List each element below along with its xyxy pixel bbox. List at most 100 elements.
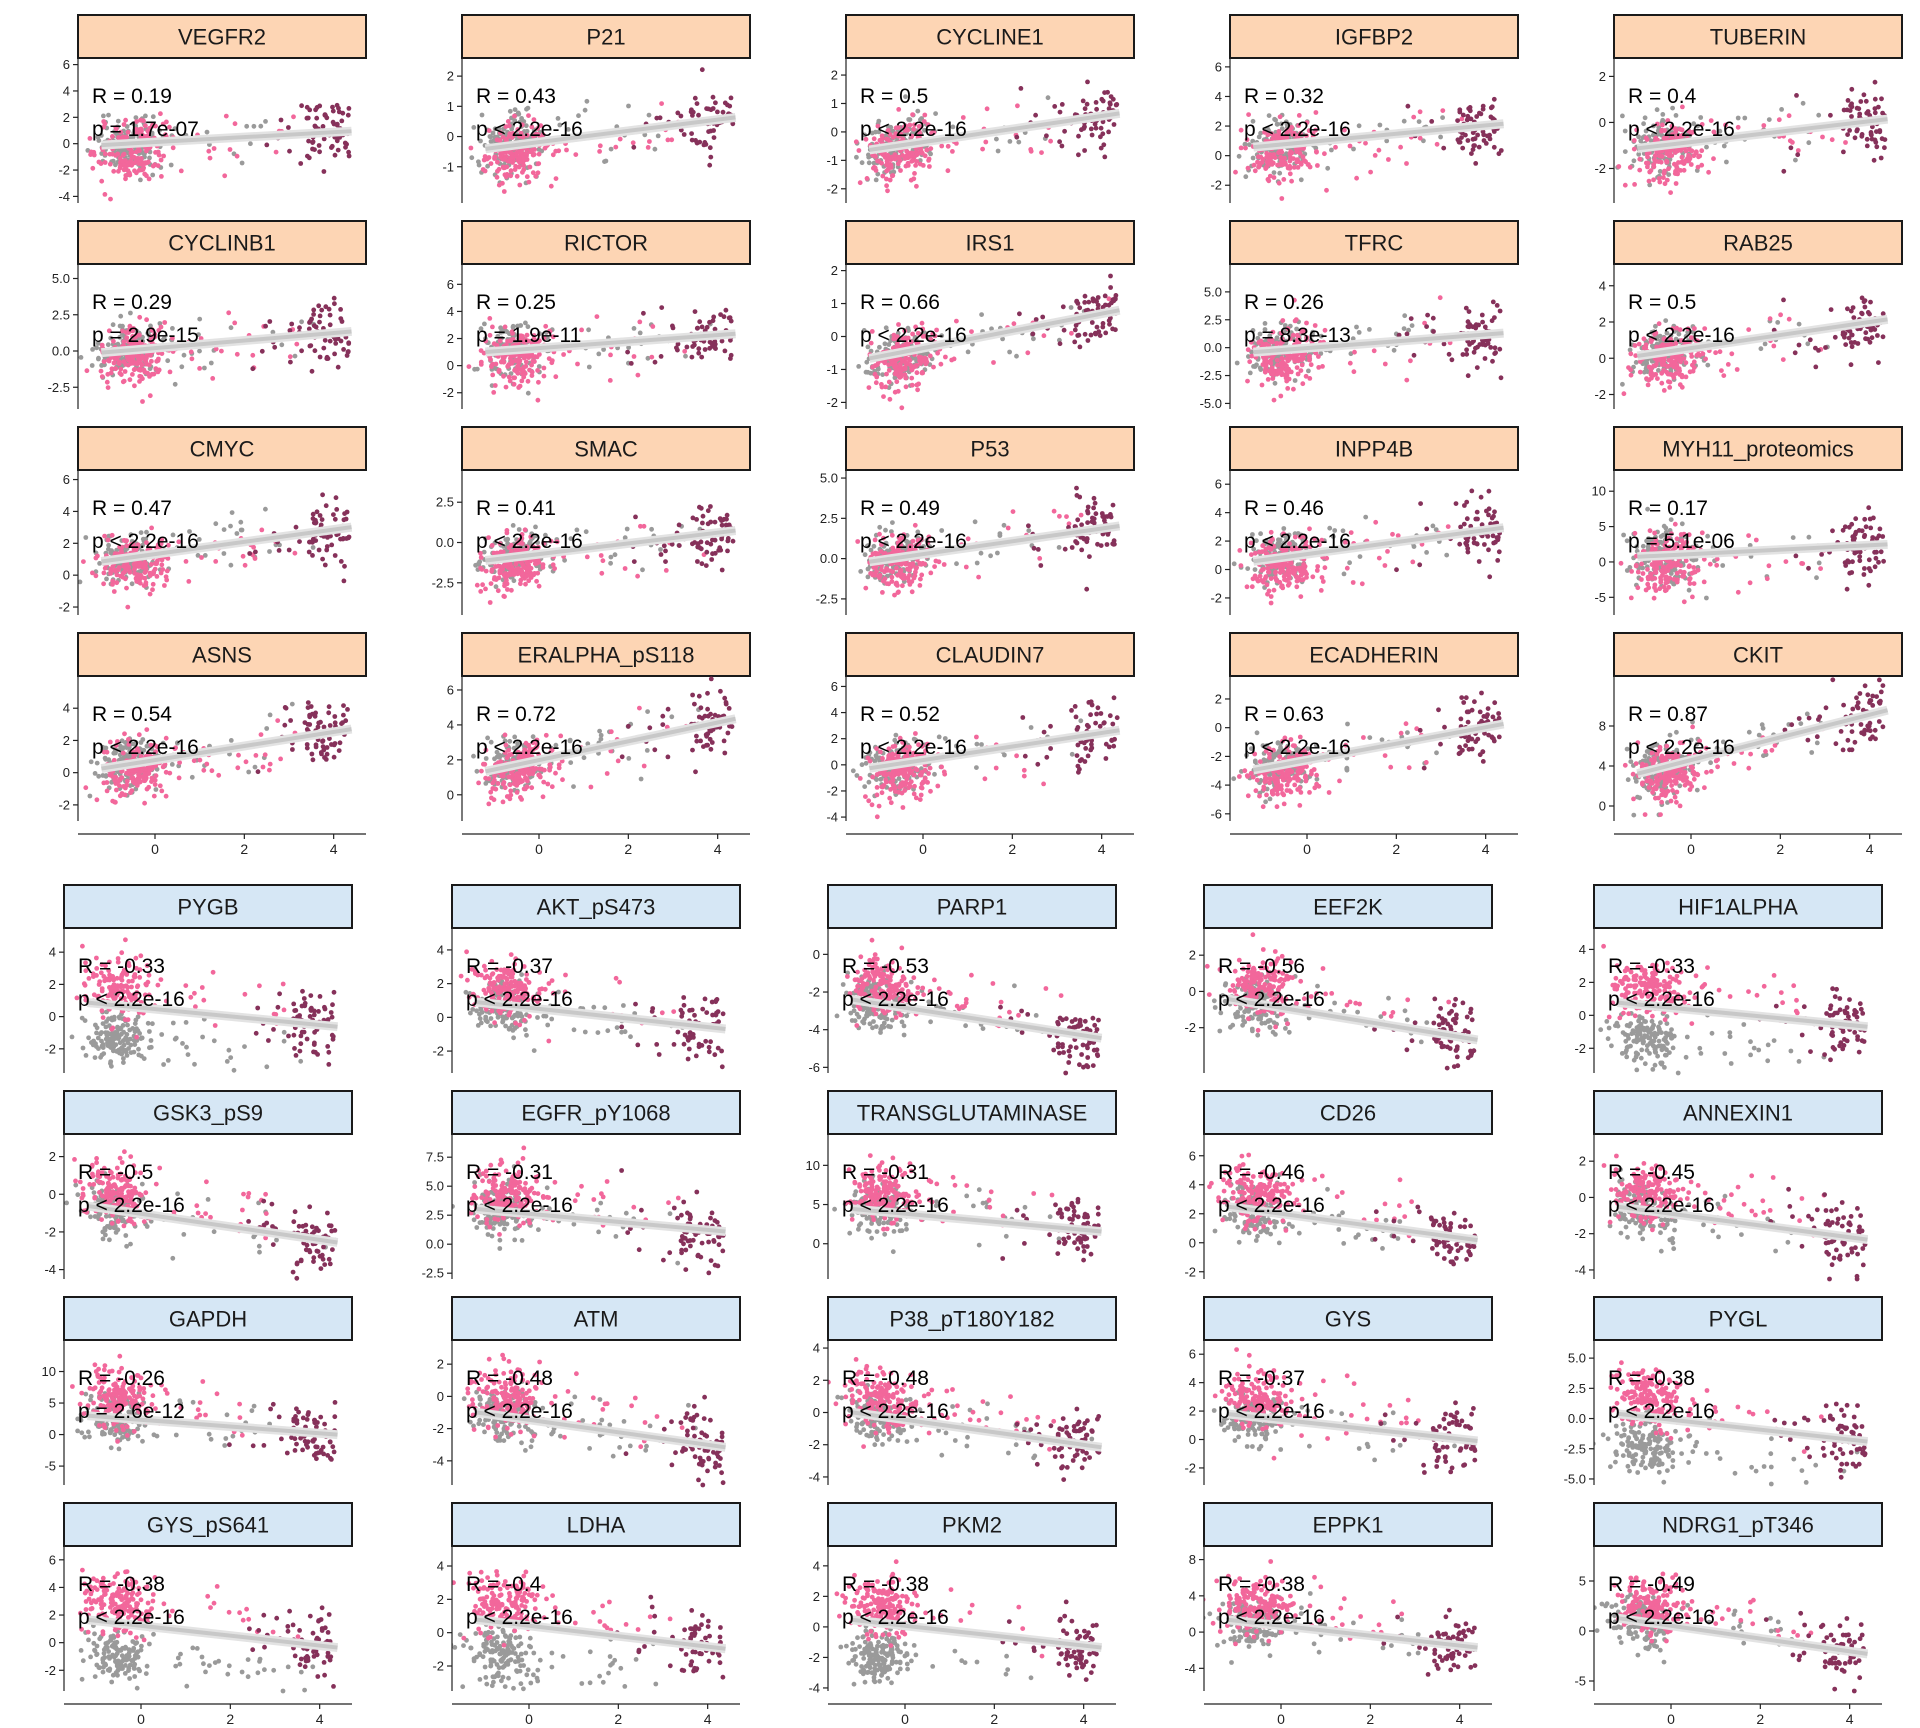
data-point [542,145,548,151]
data-point [903,153,909,159]
p-value-label: p < 2.2e-16 [476,118,583,141]
data-point [1675,171,1680,177]
data-point [505,364,511,369]
data-point [1869,335,1875,341]
data-point [1713,350,1718,356]
r-value-label: R = 0.32 [1244,85,1324,108]
data-point [320,124,326,129]
data-point [1283,119,1289,125]
data-point [1683,333,1689,339]
data-point [529,362,534,368]
data-point [1441,145,1447,151]
data-point [1655,121,1660,127]
data-point [916,381,921,387]
data-point [697,319,703,325]
data-point [1767,316,1773,322]
data-point [1496,151,1502,157]
data-point [486,128,492,134]
data-point [1316,354,1321,359]
data-point [877,137,883,143]
data-point [1473,161,1479,166]
data-point [1637,369,1643,375]
data-point [1267,368,1272,374]
data-point [1872,137,1878,143]
data-point [1656,357,1662,362]
data-point [1492,351,1498,356]
data-point [1408,358,1413,364]
data-point [1489,104,1495,110]
data-point [1854,105,1860,111]
data-point [1033,317,1039,322]
data-point [104,379,110,385]
data-point [1061,327,1067,333]
data-point [1775,320,1781,325]
data-point [154,574,160,579]
data-point [928,336,934,342]
data-point [164,568,170,574]
data-point [1690,368,1696,374]
data-point [1460,112,1466,118]
data-point [1807,337,1813,343]
y-tick-label: -2.5 [1200,368,1222,383]
data-point [496,126,502,132]
data-point [483,338,489,344]
data-point [232,121,238,127]
data-point [493,361,499,367]
data-point [1787,138,1793,144]
data-point [1250,155,1256,161]
data-point [1691,153,1697,159]
data-point [540,132,546,138]
data-point [146,176,152,182]
data-point [909,367,915,372]
data-point [862,132,868,138]
data-point [1465,319,1471,325]
data-point [1828,112,1833,118]
data-point [1849,332,1855,338]
data-point [694,101,700,106]
data-point [157,127,162,133]
data-point [954,141,959,146]
data-point [1422,320,1427,326]
data-point [866,160,872,166]
data-point [1082,293,1088,299]
data-point [125,604,131,610]
data-point [876,158,882,164]
data-point [134,130,140,136]
data-point [1464,117,1470,123]
data-point [866,385,872,390]
data-point [579,327,584,333]
data-point [153,366,159,371]
data-point [509,329,515,335]
data-point [121,378,127,384]
data-point [202,365,207,371]
data-point [1316,365,1322,370]
data-point [132,571,138,576]
data-point [322,337,328,343]
data-point [914,370,920,376]
data-point [1107,100,1113,106]
data-point [583,529,589,535]
data-point [690,344,696,349]
data-point [880,372,885,377]
data-point [553,176,559,182]
data-point [896,125,901,130]
data-point [536,379,541,385]
data-point [1274,121,1280,127]
data-point [915,150,921,156]
data-point [712,326,718,332]
data-point [1882,145,1887,151]
data-point [905,335,911,341]
data-point [913,324,918,330]
data-point [1491,96,1497,102]
data-point [1092,298,1097,303]
data-point [541,373,547,379]
data-point [1627,347,1633,353]
data-point [647,139,652,144]
data-point [1238,127,1244,133]
data-point [1102,90,1107,95]
data-point [1872,96,1878,102]
data-point [1417,109,1423,115]
data-point [608,352,613,358]
data-point [995,148,1001,154]
panel-title: P21 [586,25,625,50]
